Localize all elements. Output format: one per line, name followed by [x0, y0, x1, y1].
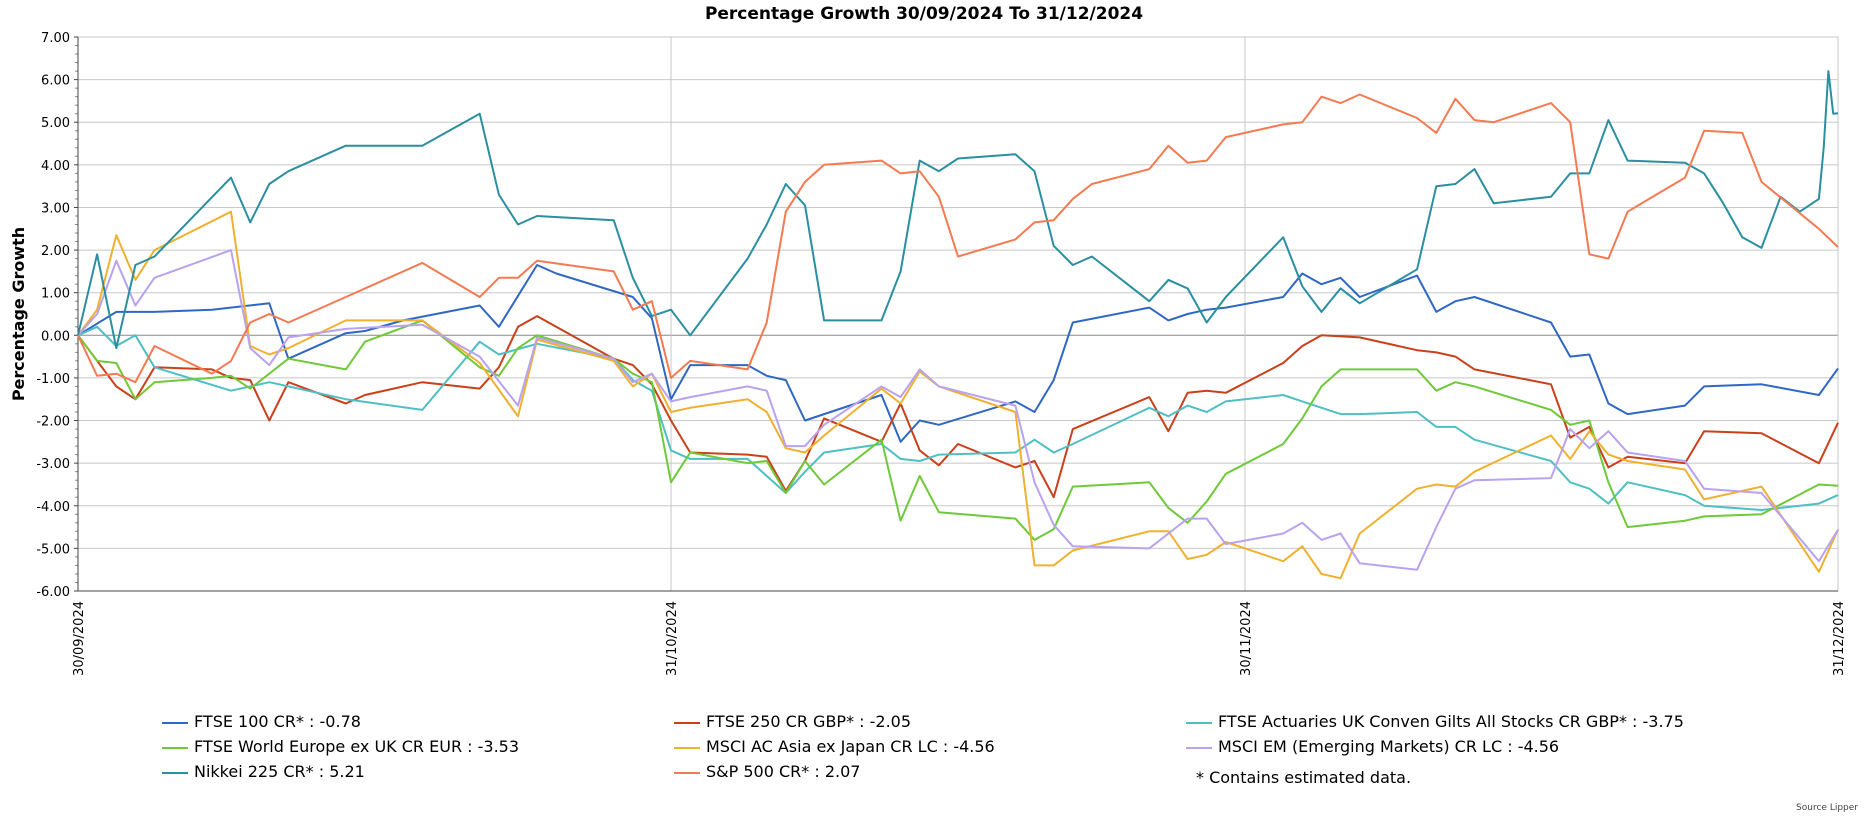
legend-swatch: [674, 746, 700, 749]
legend-swatch: [674, 771, 700, 774]
legend-item: Nikkei 225 CR* : 5.21: [162, 762, 365, 781]
series-line-2: [77, 315, 1839, 499]
y-tick-label: 2.00: [41, 244, 70, 259]
legend-swatch: [162, 746, 188, 749]
y-axis-label: Percentage Growth: [9, 227, 28, 401]
y-tick-label: -1.00: [36, 372, 70, 387]
legend-swatch: [1186, 721, 1212, 724]
series-lines: [77, 70, 1839, 580]
legend-label: FTSE Actuaries UK Conven Gilts All Stock…: [1218, 712, 1684, 731]
legend-label: FTSE 250 CR GBP* : -2.05: [706, 712, 912, 731]
x-tick-label: 30/11/2024: [1239, 601, 1254, 676]
legend-label: FTSE World Europe ex UK CR EUR : -3.53: [194, 737, 520, 756]
series-line-3: [77, 325, 1839, 511]
axes: 7.00 6.00 5.00 4.00 3.00 2.00 1.00 0.00 -1.00 -2.…: [36, 31, 1847, 676]
y-tick-label: -3.00: [36, 457, 70, 472]
x-tick-label: 30/09/2024: [72, 601, 87, 676]
legend-item: FTSE 100 CR* : -0.78: [162, 712, 361, 731]
y-tick-label: 4.00: [41, 159, 70, 174]
y-tick-label: -2.00: [36, 415, 70, 430]
y-tick-label: 6.00: [41, 74, 70, 89]
legend-swatch: [674, 721, 700, 724]
series-line-1: [77, 264, 1839, 443]
grid: [77, 36, 1839, 592]
legend-item: FTSE World Europe ex UK CR EUR : -3.53: [162, 737, 519, 756]
chart-legend: FTSE 100 CR* : -0.78 FTSE 250 CR GBP* : -…: [162, 712, 1722, 792]
series-line-8: [77, 93, 1839, 384]
legend-swatch: [162, 721, 188, 724]
series-line-7: [77, 70, 1839, 350]
y-tick-label: 7.00: [41, 31, 70, 46]
x-tick-label: 31/10/2024: [665, 601, 680, 676]
y-tick-label: 3.00: [41, 201, 70, 216]
y-tick-label: 5.00: [41, 116, 70, 131]
legend-item: MSCI AC Asia ex Japan CR LC : -4.56: [674, 737, 995, 756]
y-tick-label: 1.00: [41, 287, 70, 302]
source-credit: Source Lipper: [1796, 803, 1858, 813]
x-tick-label: 31/12/2024: [1832, 601, 1847, 676]
legend-label: S&P 500 CR* : 2.07: [706, 762, 861, 781]
legend-label: MSCI EM (Emerging Markets) CR LC : -4.56: [1218, 737, 1560, 756]
y-tick-label: -5.00: [36, 542, 70, 557]
chart-title: Percentage Growth 30/09/2024 To 31/12/20…: [705, 4, 1143, 24]
legend-label: Nikkei 225 CR* : 5.21: [194, 762, 365, 781]
series-line-6: [77, 249, 1839, 571]
plot-frame: [77, 36, 1839, 592]
legend-item: MSCI EM (Emerging Markets) CR LC : -4.56: [1186, 737, 1559, 756]
y-tick-label: 0.00: [41, 329, 70, 344]
series-line-4: [77, 319, 1839, 541]
legend-item: S&P 500 CR* : 2.07: [674, 762, 860, 781]
estimated-data-footnote: * Contains estimated data.: [1196, 768, 1412, 787]
series-line-5: [77, 210, 1839, 580]
legend-swatch: [162, 771, 188, 774]
y-tick-label: -4.00: [36, 500, 70, 515]
legend-item: FTSE Actuaries UK Conven Gilts All Stock…: [1186, 712, 1684, 731]
legend-swatch: [1186, 746, 1212, 749]
y-tick-label: -6.00: [36, 585, 70, 600]
legend-label: FTSE 100 CR* : -0.78: [194, 712, 361, 731]
legend-item: FTSE 250 CR GBP* : -2.05: [674, 712, 911, 731]
legend-label: MSCI AC Asia ex Japan CR LC : -4.56: [706, 737, 995, 756]
